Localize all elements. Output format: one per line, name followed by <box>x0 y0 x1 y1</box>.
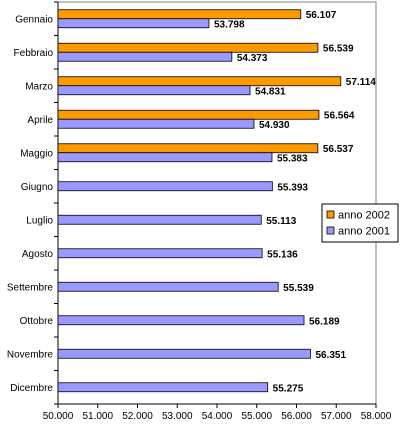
legend-box <box>321 203 399 243</box>
bar-anno-2002[interactable] <box>57 143 319 154</box>
data-label-anno-2001: 55.275 <box>273 383 304 394</box>
category-label: Maggio <box>20 148 53 159</box>
x-tick-label: 55.000 <box>241 411 272 422</box>
bar-anno-2001[interactable] <box>57 85 251 96</box>
bar-anno-2001[interactable] <box>57 348 311 359</box>
data-label-anno-2001: 53.798 <box>214 19 245 30</box>
bar-anno-2002[interactable] <box>57 109 320 120</box>
legend-swatch <box>326 226 335 235</box>
data-label-anno-2001: 55.539 <box>283 283 314 294</box>
category-label: Agosto <box>22 249 54 260</box>
category-label: Luglio <box>26 215 53 226</box>
x-tick-label: 51.000 <box>82 411 113 422</box>
category-label: Giugno <box>21 182 54 193</box>
legend-label: anno 2002 <box>338 210 390 222</box>
data-label-anno-2001: 55.136 <box>267 249 298 260</box>
data-label-anno-2002: 56.564 <box>324 110 355 121</box>
category-label: Aprile <box>27 115 53 126</box>
category-label: Novembre <box>7 349 54 360</box>
category-label: Settembre <box>7 282 54 293</box>
bar-anno-2001[interactable] <box>57 18 210 29</box>
data-label-anno-2001: 56.351 <box>315 350 346 361</box>
x-tick-label: 53.000 <box>162 411 193 422</box>
data-label-anno-2002: 56.537 <box>323 144 354 155</box>
bar-anno-2001[interactable] <box>57 382 269 393</box>
x-tick-label: 58.000 <box>361 411 392 422</box>
plot-frame <box>57 1 377 405</box>
legend-label: anno 2001 <box>338 226 390 238</box>
category-label: Dicembre <box>10 383 53 394</box>
bar-anno-2001[interactable] <box>57 281 279 292</box>
bar-anno-2001[interactable] <box>57 315 305 326</box>
x-tick-label: 54.000 <box>202 411 233 422</box>
bar-anno-2001[interactable] <box>57 118 255 129</box>
data-label-anno-2001: 54.930 <box>259 120 290 131</box>
bar-anno-2001[interactable] <box>57 181 273 192</box>
data-label-anno-2002: 56.539 <box>323 43 354 54</box>
x-tick-label: 50.000 <box>43 411 74 422</box>
data-label-anno-2001: 55.113 <box>266 216 296 227</box>
data-label-anno-2001: 55.393 <box>277 182 308 193</box>
x-tick-label: 57.000 <box>321 411 352 422</box>
category-label: Gennaio <box>15 14 53 25</box>
data-label-anno-2002: 57.114 <box>346 77 376 88</box>
data-label-anno-2001: 54.373 <box>237 53 268 64</box>
legend-swatch <box>326 210 335 219</box>
category-label: Ottobre <box>20 316 54 327</box>
bar-anno-2002[interactable] <box>57 76 342 87</box>
x-tick-label: 56.000 <box>281 411 312 422</box>
data-label-anno-2001: 55.383 <box>277 153 308 164</box>
bar-anno-2001[interactable] <box>57 248 263 259</box>
bar-anno-2002[interactable] <box>57 42 319 53</box>
category-label: Marzo <box>25 81 53 92</box>
data-label-anno-2001: 56.189 <box>309 316 340 327</box>
x-tick-label: 52.000 <box>122 411 153 422</box>
bar-anno-2002[interactable] <box>57 9 302 20</box>
bar-anno-2001[interactable] <box>57 51 233 62</box>
data-label-anno-2002: 56.107 <box>306 10 337 21</box>
bar-anno-2001[interactable] <box>57 214 262 225</box>
category-label: Febbraio <box>14 48 54 59</box>
data-label-anno-2001: 54.831 <box>255 86 286 97</box>
bar-anno-2001[interactable] <box>57 152 273 163</box>
